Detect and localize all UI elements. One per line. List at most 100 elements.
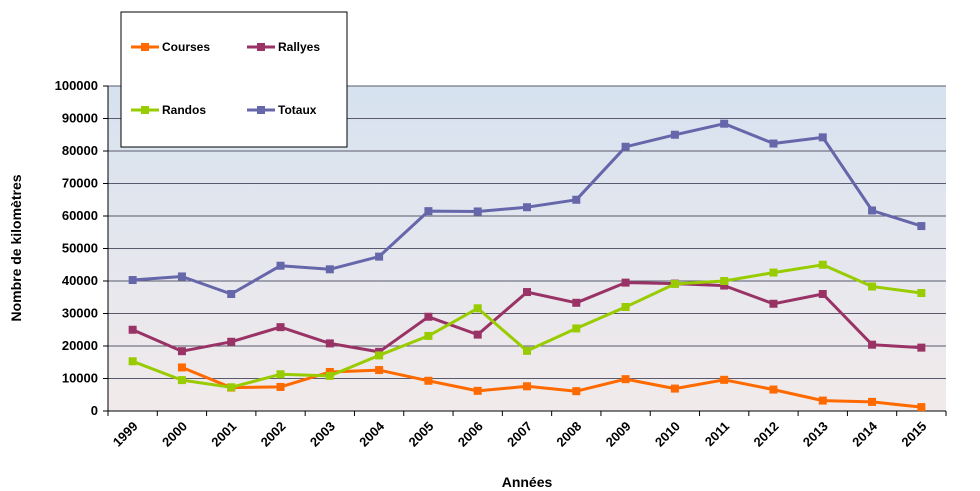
legend-swatch-marker	[257, 106, 265, 114]
data-point-courses	[424, 376, 433, 385]
data-point-courses	[177, 363, 186, 372]
series-line-courses	[181, 366, 922, 409]
data-point-totaux	[572, 195, 581, 204]
data-point-rallyes	[424, 312, 433, 321]
data-point-courses	[769, 385, 778, 394]
data-point-randos	[720, 277, 729, 285]
data-point-courses	[621, 375, 630, 384]
data-point-totaux	[720, 119, 729, 128]
legend-item-courses: Courses	[131, 40, 210, 54]
x-tick-label: 1999	[110, 419, 141, 450]
data-point-courses	[670, 384, 679, 393]
x-tick-label: 2011	[702, 419, 733, 450]
y-tick-labels: 0 10000 20000 30000 40000 50000 60000 70000 8000…	[55, 78, 98, 418]
legend-item-rallyes: Rallyes	[247, 40, 320, 54]
legend-label: Totaux	[278, 103, 317, 117]
data-point-rallyes	[917, 343, 926, 352]
axes	[103, 85, 947, 416]
data-point-rallyes	[177, 347, 186, 356]
data-point-randos	[572, 324, 581, 333]
data-point-rallyes	[276, 323, 285, 332]
data-point-randos	[177, 376, 186, 385]
legend-swatch-marker	[141, 43, 149, 51]
data-point-courses	[868, 397, 877, 406]
x-tick-label: 2005	[405, 419, 436, 450]
data-point-totaux	[276, 261, 285, 270]
data-point-totaux	[128, 276, 137, 285]
x-tick-label: 2001	[208, 419, 239, 450]
y-tick-label: 0	[91, 403, 98, 418]
data-point-totaux	[621, 142, 630, 151]
legend-label: Rallyes	[278, 40, 320, 54]
data-point-totaux	[670, 130, 679, 139]
data-point-rallyes	[523, 288, 531, 297]
data-point-courses	[720, 375, 729, 384]
series-courses	[177, 363, 926, 412]
data-point-randos	[818, 260, 827, 269]
data-point-rallyes	[818, 290, 827, 298]
data-point-rallyes	[128, 325, 137, 334]
x-tick-label: 2009	[603, 419, 634, 450]
x-tick-label: 2003	[307, 419, 338, 450]
x-tick-label: 2004	[356, 418, 388, 450]
data-point-totaux	[769, 139, 778, 148]
x-tick-label: 2013	[800, 419, 831, 450]
data-point-totaux	[818, 133, 827, 142]
data-point-randos	[621, 303, 630, 311]
y-tick-label: 50000	[62, 241, 98, 256]
data-point-totaux	[917, 222, 926, 231]
legend-swatch-marker	[141, 106, 149, 114]
data-point-totaux	[227, 290, 236, 298]
x-tick-label: 2015	[898, 419, 929, 450]
data-point-totaux	[325, 265, 334, 274]
data-point-randos	[917, 289, 926, 298]
y-tick-label: 100000	[55, 78, 98, 93]
data-point-randos	[670, 279, 679, 288]
data-point-totaux	[424, 207, 433, 216]
data-point-rallyes	[325, 339, 334, 348]
y-tick-label: 10000	[62, 371, 98, 386]
x-tick-label: 2012	[751, 419, 782, 450]
legend-label: Courses	[162, 40, 210, 54]
x-tick-label: 2006	[455, 419, 486, 450]
data-point-randos	[473, 304, 482, 313]
x-tick-label: 2007	[504, 419, 535, 450]
x-tick-label: 2000	[159, 419, 190, 450]
data-point-rallyes	[720, 281, 729, 290]
data-point-randos	[375, 351, 384, 360]
y-tick-label: 20000	[62, 338, 98, 353]
legend-swatch-marker	[257, 43, 265, 51]
legend: Courses Rallyes Randos Totaux	[120, 11, 348, 148]
x-axis-title: Années	[502, 474, 553, 490]
data-point-totaux	[375, 252, 384, 261]
data-point-courses	[523, 382, 531, 391]
data-point-courses	[473, 386, 482, 395]
data-point-randos	[227, 383, 236, 392]
data-point-randos	[769, 268, 778, 277]
legend-box	[120, 11, 348, 148]
x-tick-label: 2010	[652, 419, 683, 450]
data-point-courses	[572, 387, 581, 396]
series-totaux	[128, 119, 926, 298]
data-point-rallyes	[868, 340, 877, 349]
data-point-randos	[128, 357, 137, 366]
y-tick-label: 30000	[62, 306, 98, 321]
legend-item-totaux: Totaux	[247, 103, 317, 117]
data-point-courses	[818, 396, 827, 405]
legend-item-randos: Randos	[131, 103, 206, 117]
y-tick-label: 60000	[62, 208, 98, 223]
data-point-courses	[276, 382, 285, 391]
series-randos	[128, 260, 926, 392]
data-point-randos	[276, 370, 285, 379]
data-point-randos	[424, 331, 433, 340]
data-point-courses	[917, 403, 926, 412]
y-tick-label: 80000	[62, 143, 98, 158]
data-point-totaux	[473, 207, 482, 216]
data-point-randos	[325, 371, 334, 380]
data-point-totaux	[177, 272, 186, 281]
y-tick-label: 40000	[62, 273, 98, 288]
data-point-totaux	[523, 203, 531, 212]
data-point-rallyes	[227, 337, 236, 346]
data-point-rallyes	[769, 299, 778, 308]
